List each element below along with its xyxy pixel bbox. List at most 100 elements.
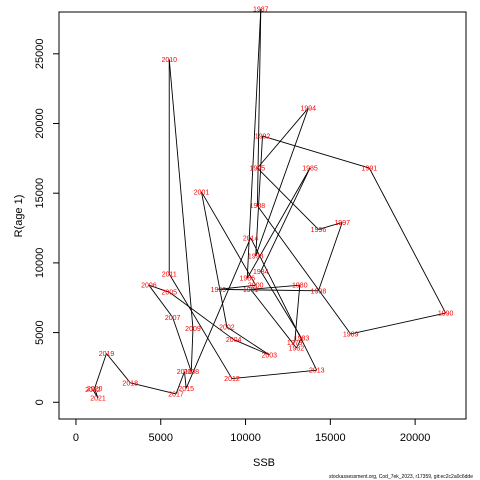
year-label: 2015 — [178, 386, 194, 393]
series-path — [92, 9, 447, 399]
year-label: 2010 — [161, 57, 177, 64]
year-label: 1986 — [239, 276, 255, 283]
year-label: 1985 — [302, 166, 318, 173]
year-label: 2016 — [177, 369, 193, 376]
path-segment — [218, 284, 256, 290]
year-label: 1993 — [248, 253, 264, 260]
path-segment — [318, 222, 343, 230]
path-segment — [255, 136, 263, 256]
x-tick-label: 10000 — [230, 432, 261, 444]
year-label: 1996 — [311, 227, 327, 234]
path-segment — [318, 222, 343, 291]
x-axis-label: SSB — [253, 457, 275, 469]
year-label: 2005 — [161, 290, 177, 297]
year-label: 1995 — [250, 166, 266, 173]
x-axis: 0 5000 10000 15000 20000 — [73, 419, 430, 444]
path-segment — [168, 273, 233, 379]
path-segment — [246, 9, 262, 279]
year-label: 2001 — [194, 189, 210, 196]
y-tick-label: 15000 — [34, 178, 46, 209]
x-tick-label: 5000 — [149, 432, 173, 444]
path-segment — [130, 382, 177, 395]
y-tick-label: 10000 — [34, 248, 46, 279]
path-segment — [257, 107, 309, 169]
path-segment — [296, 337, 302, 349]
year-label: 1979 — [287, 340, 303, 347]
x-tick-label: 15000 — [315, 432, 346, 444]
year-label: 1994 — [300, 106, 316, 113]
path-segment — [350, 312, 446, 335]
year-label: 1999 — [211, 287, 227, 294]
year-label: 1988 — [250, 203, 266, 210]
year-label: 1984 — [253, 269, 269, 276]
y-tick-label: 25000 — [34, 39, 46, 70]
path-segment — [262, 135, 370, 169]
path-segment — [168, 291, 234, 340]
year-label: 2014 — [243, 235, 259, 242]
year-label: 2006 — [141, 283, 157, 290]
year-label: 2000 — [248, 283, 264, 290]
plot-frame — [58, 11, 467, 420]
year-label: 2009 — [185, 326, 201, 333]
path-segment — [250, 237, 318, 371]
year-label: 2003 — [261, 352, 277, 359]
path-segment — [250, 289, 297, 349]
year-label: 2020 — [87, 386, 103, 393]
year-label: 2021 — [90, 396, 106, 403]
path-segment — [185, 237, 252, 389]
path-segment — [246, 167, 311, 279]
path-segment — [94, 353, 107, 389]
path-segment — [175, 371, 185, 395]
year-label: 2007 — [165, 315, 181, 322]
path-segment — [294, 285, 301, 343]
year-label: 1992 — [255, 134, 271, 141]
year-label: 1998 — [311, 288, 327, 295]
year-label: 1989 — [343, 331, 359, 338]
footnote: stockassessment.org, Cod_7ek_2023, r1735… — [329, 474, 473, 480]
path-segment — [148, 284, 173, 318]
path-segment — [255, 108, 309, 257]
year-label: 2022 — [85, 387, 101, 394]
year-label: 1991 — [362, 166, 378, 173]
year-label: 2002 — [219, 325, 235, 332]
year-label: 2018 — [122, 380, 138, 387]
year-label: 2008 — [183, 369, 199, 376]
year-label: 1983 — [294, 336, 310, 343]
path-segment — [168, 59, 194, 329]
year-label: 2012 — [224, 376, 240, 383]
path-segment — [106, 353, 131, 384]
x-tick-label: 0 — [73, 432, 79, 444]
year-label: 2011 — [162, 272, 177, 279]
year-label: 2017 — [168, 391, 184, 398]
path-segment — [184, 371, 187, 389]
year-label: 1982 — [289, 345, 305, 352]
path-segment — [256, 9, 262, 206]
y-tick-label: 5000 — [34, 320, 46, 344]
path-segment — [201, 191, 228, 328]
year-label: 2013 — [309, 368, 325, 375]
year-label: 1987 — [253, 7, 269, 14]
year-label: 2004 — [226, 337, 242, 344]
path-segment — [218, 288, 319, 292]
year-label: 1981 — [243, 287, 259, 294]
year-label: 1997 — [334, 220, 350, 227]
path-segment — [92, 389, 99, 399]
y-axis-label: R(age 1) — [13, 195, 25, 238]
path-segment — [231, 369, 317, 380]
year-label: 2019 — [99, 351, 115, 358]
y-tick-label: 20000 — [34, 108, 46, 139]
path-segment — [257, 205, 352, 335]
year-label: 1980 — [292, 283, 308, 290]
year-labels: 1979 1980 1981 1982 1983 1984 1985 1986 1987 1988… — [85, 7, 453, 403]
path-segment — [226, 326, 270, 356]
path-segment — [368, 167, 447, 314]
y-tick-label: 0 — [34, 399, 46, 405]
year-label: 1990 — [438, 311, 454, 318]
y-axis: 0 5000 10000 15000 20000 25000 — [34, 39, 59, 405]
path-segment — [190, 328, 194, 372]
path-segment — [148, 284, 170, 293]
path-segment — [257, 167, 319, 230]
path-segment — [260, 167, 311, 272]
path-segment — [233, 339, 270, 356]
